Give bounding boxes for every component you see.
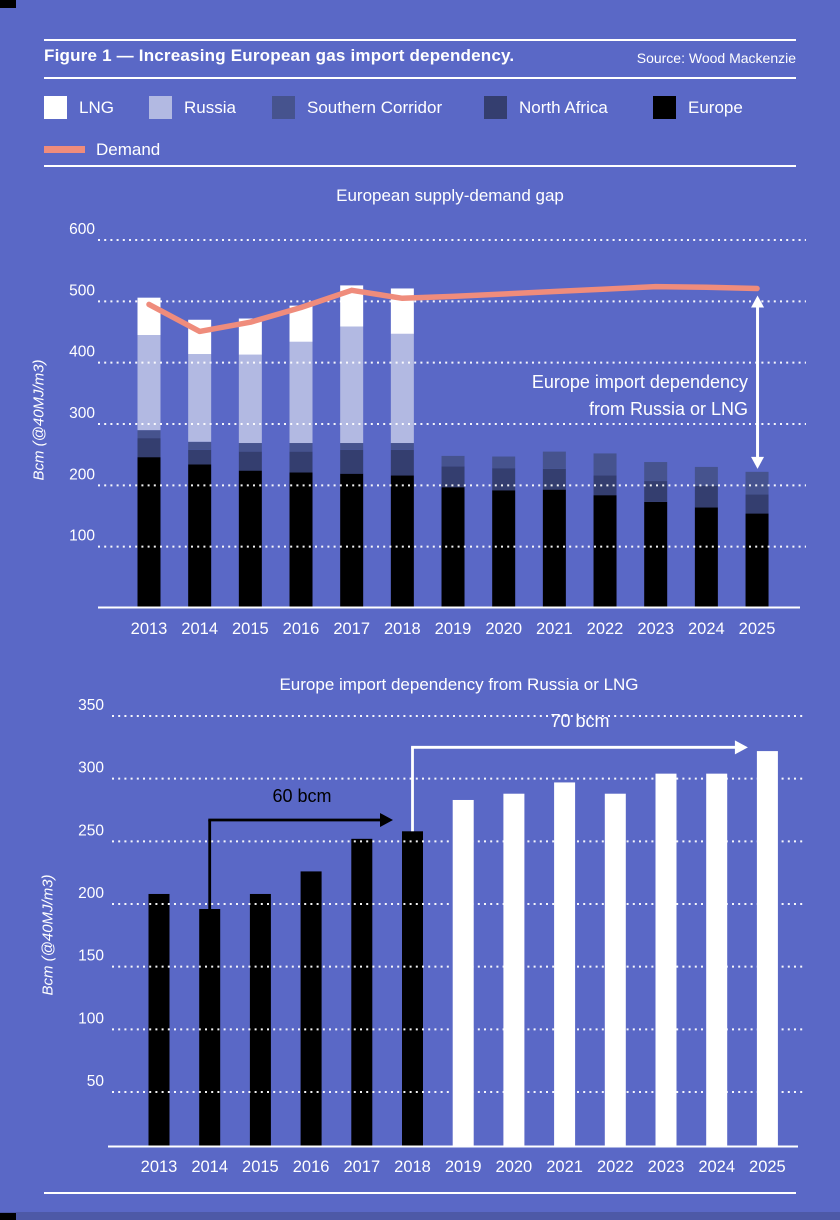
- chart1-title: European supply-demand gap: [336, 186, 564, 205]
- divider-line-header: [44, 77, 796, 79]
- chart1-annotation-line1: Europe import dependency: [531, 372, 748, 392]
- annotation-60bcm: 60 bcm: [272, 786, 332, 806]
- chart1-annotation: Europe import dependency from Russia or …: [532, 369, 748, 423]
- chart1-annotation-line2: from Russia or LNG: [588, 399, 748, 419]
- svg-text:2017: 2017: [333, 620, 370, 638]
- chart2-y-axis-label: Bcm (@40MJ/m3): [39, 874, 57, 996]
- bottom-left-corner-mark: [0, 1213, 16, 1220]
- svg-text:2022: 2022: [587, 620, 624, 638]
- legend-demand-line-swatch: [44, 146, 85, 153]
- svg-text:2014: 2014: [191, 1158, 228, 1176]
- legend-swatch-lng: [44, 96, 67, 119]
- svg-text:2016: 2016: [293, 1158, 330, 1176]
- svg-text:300: 300: [69, 405, 95, 422]
- legend-label: LNG: [79, 98, 114, 117]
- legend: LNG Russia Southern Corridor North Africa Eu…: [0, 0, 840, 180]
- svg-text:400: 400: [69, 344, 95, 361]
- svg-text:2019: 2019: [435, 620, 472, 638]
- legend-swatch-southern-corridor: [272, 96, 295, 119]
- svg-text:50: 50: [87, 1073, 105, 1090]
- svg-text:2021: 2021: [536, 620, 573, 638]
- legend-swatch-russia: [149, 96, 172, 119]
- svg-text:2024: 2024: [688, 620, 725, 638]
- legend-label: Russia: [184, 98, 236, 117]
- legend-label: North Africa: [519, 98, 608, 117]
- divider-line-top: [44, 39, 796, 41]
- svg-text:2020: 2020: [485, 620, 522, 638]
- svg-text:2019: 2019: [445, 1158, 482, 1176]
- top-left-corner-mark: [0, 0, 16, 8]
- svg-text:150: 150: [78, 948, 104, 965]
- svg-text:300: 300: [78, 760, 104, 777]
- legend-swatch-north-africa: [484, 96, 507, 119]
- source-credit: Source: Wood Mackenzie: [636, 50, 796, 66]
- annotation-70bcm: 70 bcm: [550, 711, 610, 731]
- chart1-y-axis-label: Bcm (@40MJ/m3): [30, 359, 48, 481]
- svg-text:2018: 2018: [384, 620, 421, 638]
- figure-title: Figure 1 — Increasing European gas impor…: [44, 46, 515, 65]
- svg-text:2013: 2013: [131, 620, 168, 638]
- bottom-band: [0, 1212, 840, 1220]
- svg-text:2023: 2023: [648, 1158, 685, 1176]
- svg-text:2013: 2013: [141, 1158, 178, 1176]
- legend-label: Europe: [688, 98, 743, 117]
- legend-label-demand: Demand: [96, 140, 161, 159]
- svg-text:2021: 2021: [546, 1158, 583, 1176]
- svg-text:100: 100: [69, 528, 95, 545]
- svg-text:100: 100: [78, 1010, 104, 1027]
- svg-text:2020: 2020: [496, 1158, 533, 1176]
- legend-swatch-europe: [653, 96, 676, 119]
- legend-label: Southern Corridor: [307, 98, 443, 117]
- svg-text:2015: 2015: [242, 1158, 279, 1176]
- svg-text:2025: 2025: [739, 620, 776, 638]
- svg-text:2025: 2025: [749, 1158, 786, 1176]
- svg-text:2017: 2017: [343, 1158, 380, 1176]
- svg-text:500: 500: [69, 282, 95, 299]
- svg-text:600: 600: [69, 221, 95, 238]
- divider-line-bottom: [44, 1192, 796, 1194]
- svg-text:350: 350: [78, 697, 104, 714]
- svg-text:2014: 2014: [181, 620, 218, 638]
- svg-text:250: 250: [78, 822, 104, 839]
- svg-text:2023: 2023: [637, 620, 674, 638]
- svg-text:2015: 2015: [232, 620, 269, 638]
- chart2-title: Europe import dependency from Russia or …: [279, 675, 639, 694]
- svg-text:2016: 2016: [283, 620, 320, 638]
- svg-text:2022: 2022: [597, 1158, 634, 1176]
- svg-text:200: 200: [69, 466, 95, 483]
- svg-text:2018: 2018: [394, 1158, 431, 1176]
- svg-text:200: 200: [78, 885, 104, 902]
- svg-text:2024: 2024: [698, 1158, 735, 1176]
- divider-line-legend: [44, 165, 796, 167]
